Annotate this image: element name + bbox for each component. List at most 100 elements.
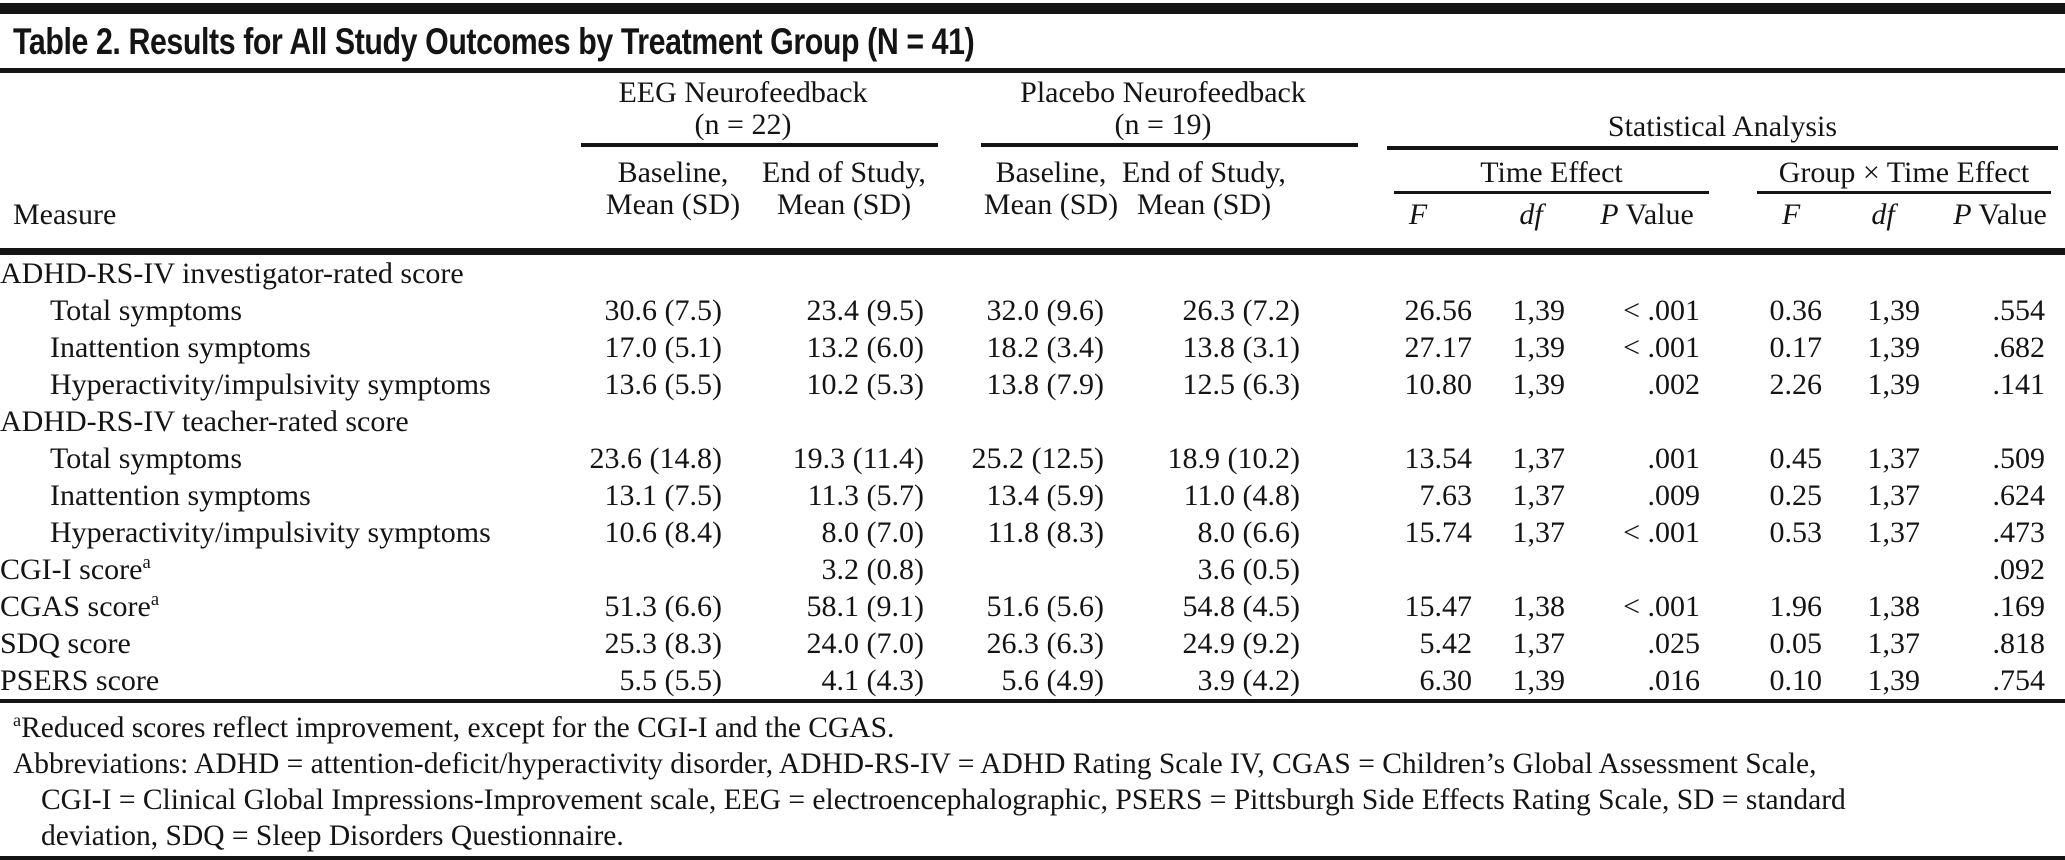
eeg-group-underline: [581, 143, 938, 147]
value-cell: [1700, 403, 1822, 440]
value-cell: .754: [1992, 664, 2046, 697]
value-cell: .025: [1647, 627, 1701, 660]
table-row: PSERS score 5.5 (5.5) 4.1 (4.3) 5.6 (4.9) 3.…: [0, 662, 2045, 699]
value-cell: 51.6 (5.6): [986, 590, 1104, 623]
title-rule: [0, 68, 2065, 73]
value-cell: [924, 551, 1104, 588]
value-cell: .624: [1992, 479, 2046, 512]
time-effect-underline: [1394, 191, 1709, 194]
statistical-analysis-underline: [1387, 146, 2058, 150]
value-cell: .169: [1992, 590, 2046, 623]
value-cell: 1,37: [1867, 479, 1921, 512]
group-placebo-name: Placebo Neurofeedback: [1020, 76, 1306, 109]
value-cell: [1472, 403, 1565, 440]
value-cell: 3.2 (0.8): [821, 553, 924, 586]
placebo-end-header: End of Study, Mean (SD): [1122, 156, 1286, 221]
time-df-header: df: [1519, 198, 1543, 231]
value-cell: 54.8 (4.5): [1182, 590, 1300, 623]
value-cell: 2.26: [1769, 368, 1823, 401]
value-cell: 1,37: [1867, 442, 1921, 475]
measure-cell: ADHD-RS-IV investigator-rated score: [0, 257, 464, 290]
value-cell: .818: [1992, 627, 2046, 660]
table-row: CGAS scorea 51.3 (6.6) 58.1 (9.1) 51.6 (5.6…: [0, 588, 2045, 625]
value-cell: 58.1 (9.1): [806, 590, 924, 623]
value-cell: [560, 403, 722, 440]
value-cell: 1,37: [1512, 516, 1566, 549]
value-cell: 18.2 (3.4): [986, 331, 1104, 364]
value-cell: 0.25: [1769, 479, 1823, 512]
table-row: SDQ score 25.3 (8.3) 24.0 (7.0) 26.3 (6.3) 2…: [0, 625, 2045, 662]
value-cell: 0.17: [1769, 331, 1823, 364]
value-cell: 1,39: [1512, 294, 1566, 327]
value-cell: 11.0 (4.8): [1183, 479, 1300, 512]
value-cell: 3.6 (0.5): [1197, 553, 1300, 586]
time-f-header: F: [1408, 198, 1428, 231]
value-cell: 51.3 (6.6): [604, 590, 722, 623]
value-cell: 5.42: [1419, 627, 1473, 660]
value-cell: [1565, 403, 1700, 440]
value-cell: .009: [1647, 479, 1701, 512]
value-cell: 25.3 (8.3): [604, 627, 722, 660]
value-cell: 15.47: [1404, 590, 1473, 623]
value-cell: 25.2 (12.5): [971, 442, 1104, 475]
value-cell: 23.6 (14.8): [589, 442, 722, 475]
measure-cell: Inattention symptoms: [50, 479, 311, 512]
value-cell: [1920, 403, 2045, 440]
footnote-marker: a: [13, 710, 22, 731]
value-cell: 12.5 (6.3): [1182, 368, 1300, 401]
top-rule: [0, 3, 2065, 14]
value-cell: [1920, 255, 2045, 292]
value-cell: 8.0 (7.0): [821, 516, 924, 549]
value-cell: [1472, 551, 1565, 588]
value-cell: < .001: [1623, 294, 1700, 327]
group-f-header: F: [1781, 198, 1801, 231]
placebo-group-underline: [981, 143, 1358, 147]
abbreviations-line-1: Abbreviations: ADHD = attention-deficit/…: [13, 748, 1817, 780]
measure-cell: SDQ score: [0, 627, 131, 660]
column-group-eeg: EEG Neurofeedback (n = 22): [562, 77, 924, 141]
value-cell: 1.96: [1769, 590, 1823, 623]
value-cell: [1104, 403, 1300, 440]
value-cell: [1565, 551, 1700, 588]
value-cell: [1822, 551, 1920, 588]
value-cell: 1,38: [1512, 590, 1566, 623]
measure-cell: CGAS scorea: [0, 589, 160, 623]
value-cell: .682: [1992, 331, 2046, 364]
value-cell: [1300, 403, 1472, 440]
footnotes: aReduced scores reflect improvement, exc…: [0, 703, 2065, 854]
value-cell: 27.17: [1404, 331, 1473, 364]
value-cell: .554: [1992, 294, 2046, 327]
value-cell: .002: [1647, 368, 1701, 401]
value-cell: < .001: [1623, 590, 1700, 623]
value-cell: .509: [1992, 442, 2046, 475]
value-cell: .141: [1992, 368, 2046, 401]
value-cell: 24.0 (7.0): [806, 627, 924, 660]
table-row: Total symptoms 30.6 (7.5) 23.4 (9.5) 32.0 (…: [0, 292, 2045, 329]
abbreviations-line-3: deviation, SDQ = Sleep Disorders Questio…: [41, 820, 624, 852]
value-cell: [1700, 255, 1822, 292]
value-cell: 32.0 (9.6): [986, 294, 1104, 327]
table-row: ADHD-RS-IV investigator-rated score: [0, 255, 2045, 292]
group-pvalue-header: P Value: [1953, 198, 2047, 231]
table-row: ADHD-RS-IV teacher-rated score: [0, 403, 2045, 440]
value-cell: 1,39: [1867, 368, 1921, 401]
value-cell: [560, 255, 722, 292]
group-time-effect-header: Group × Time Effect: [1778, 156, 2030, 189]
table-row: CGI-I scorea 3.2 (0.8) 3.6 (0.5) .092: [0, 551, 2045, 588]
value-cell: 30.6 (7.5): [604, 294, 722, 327]
value-cell: < .001: [1623, 516, 1700, 549]
value-cell: 0.53: [1769, 516, 1823, 549]
time-effect-header: Time Effect: [1480, 156, 1623, 189]
measure-cell: Inattention symptoms: [50, 331, 311, 364]
value-cell: 1,39: [1512, 368, 1566, 401]
value-cell: [1822, 255, 1920, 292]
value-cell: 8.0 (6.6): [1197, 516, 1300, 549]
column-group-statistical-analysis: Statistical Analysis: [1607, 110, 1838, 143]
value-cell: 0.45: [1769, 442, 1823, 475]
data-table: ADHD-RS-IV investigator-rated score Total…: [0, 255, 2045, 699]
value-cell: [1565, 255, 1700, 292]
value-cell: 13.54: [1404, 442, 1473, 475]
table-row: Total symptoms 23.6 (14.8) 19.3 (11.4) 25.2…: [0, 440, 2045, 477]
value-cell: < .001: [1623, 331, 1700, 364]
